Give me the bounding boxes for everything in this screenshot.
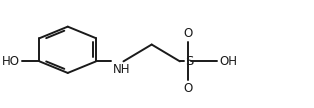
Text: HO: HO (2, 55, 20, 68)
Text: OH: OH (219, 55, 237, 68)
Text: S: S (185, 55, 193, 68)
Text: O: O (183, 27, 193, 40)
Text: O: O (183, 82, 193, 95)
Text: NH: NH (113, 63, 131, 76)
